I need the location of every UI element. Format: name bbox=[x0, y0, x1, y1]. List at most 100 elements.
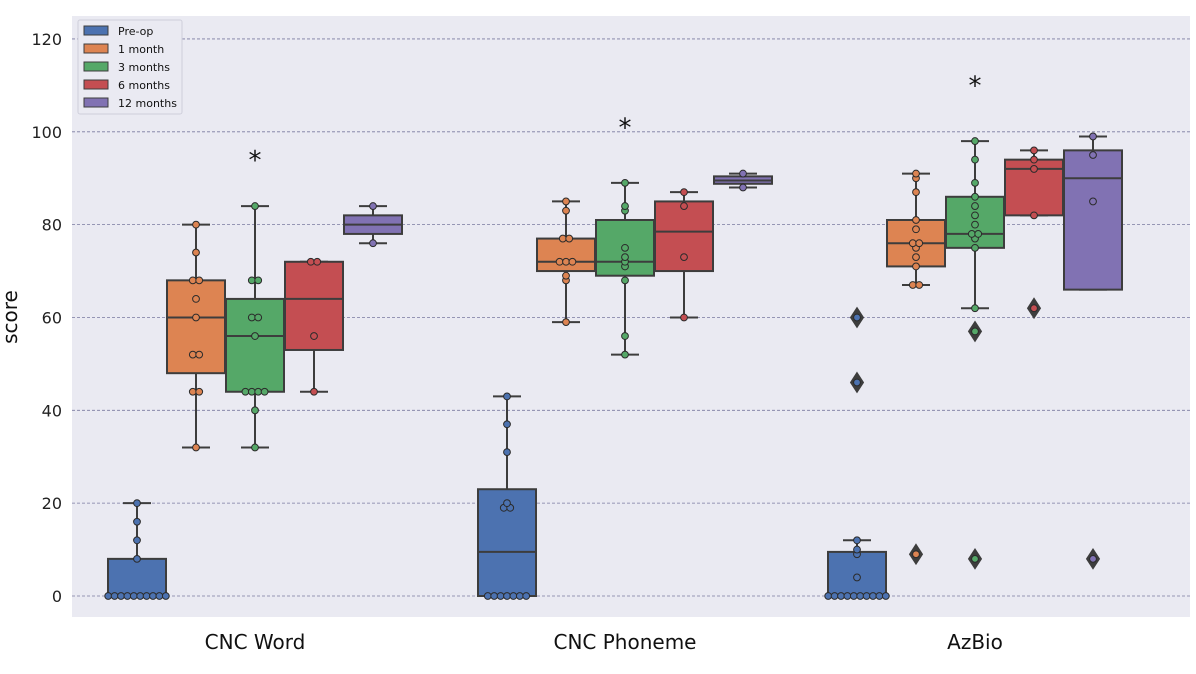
legend-label: 1 month bbox=[118, 43, 164, 56]
data-point bbox=[515, 592, 524, 600]
data-point bbox=[251, 332, 259, 340]
data-point bbox=[1030, 211, 1038, 220]
data-point bbox=[247, 276, 256, 285]
data-point bbox=[862, 592, 871, 600]
data-point bbox=[142, 592, 151, 600]
y-tick-label: 120 bbox=[31, 30, 62, 49]
x-category-label: CNC Phoneme bbox=[554, 630, 697, 654]
box-iqr bbox=[107, 557, 167, 598]
data-point bbox=[869, 592, 877, 600]
data-point bbox=[908, 281, 917, 289]
data-point bbox=[1089, 197, 1097, 206]
data-point bbox=[192, 220, 200, 229]
outlier-point bbox=[971, 327, 979, 336]
data-point bbox=[192, 443, 200, 452]
data-point bbox=[853, 536, 861, 545]
data-point bbox=[188, 276, 197, 285]
data-point bbox=[830, 592, 839, 600]
data-point bbox=[1089, 132, 1097, 141]
data-point bbox=[971, 220, 979, 229]
significance-asterisk: * bbox=[969, 72, 982, 102]
data-point bbox=[254, 387, 263, 396]
data-point bbox=[369, 239, 377, 248]
data-point bbox=[680, 253, 688, 262]
data-point bbox=[133, 517, 141, 526]
data-point bbox=[155, 592, 164, 600]
legend-item: 3 months bbox=[83, 61, 170, 74]
data-point bbox=[967, 230, 976, 238]
data-point bbox=[971, 243, 979, 252]
significance-asterisk: * bbox=[249, 146, 262, 176]
legend-label: 12 months bbox=[118, 97, 177, 110]
data-point bbox=[912, 262, 920, 271]
data-point bbox=[568, 257, 577, 266]
data-point bbox=[110, 592, 119, 600]
data-point bbox=[522, 592, 531, 600]
y-tick-label: 40 bbox=[42, 401, 62, 420]
legend-item: 1 month bbox=[83, 43, 164, 56]
data-point bbox=[195, 387, 204, 396]
data-point bbox=[912, 216, 920, 224]
data-point bbox=[875, 592, 884, 600]
y-tick-label: 20 bbox=[42, 494, 62, 513]
data-point bbox=[251, 202, 259, 210]
data-point bbox=[739, 169, 747, 178]
data-point bbox=[856, 592, 865, 600]
y-tick-label: 0 bbox=[52, 587, 62, 606]
outlier-point bbox=[1089, 554, 1097, 563]
data-point bbox=[621, 178, 629, 187]
data-point bbox=[503, 420, 511, 429]
data-point bbox=[129, 592, 138, 600]
data-point bbox=[555, 257, 564, 266]
data-point bbox=[149, 592, 157, 600]
data-point bbox=[310, 387, 318, 396]
data-point bbox=[260, 387, 269, 396]
legend-swatch bbox=[83, 97, 109, 108]
data-point bbox=[912, 169, 920, 178]
data-point bbox=[188, 387, 197, 396]
data-point bbox=[1030, 155, 1038, 164]
y-tick-label: 80 bbox=[42, 216, 62, 235]
legend-swatch bbox=[83, 79, 109, 90]
data-point bbox=[503, 448, 511, 456]
data-point bbox=[621, 202, 629, 210]
legend-item: Pre-op bbox=[83, 25, 153, 38]
y-axis-label: score bbox=[0, 290, 22, 344]
outlier-point bbox=[912, 550, 920, 559]
data-point bbox=[254, 313, 263, 322]
data-point bbox=[195, 350, 204, 359]
data-point bbox=[853, 573, 861, 582]
data-point bbox=[251, 443, 259, 452]
data-point bbox=[251, 406, 259, 415]
data-point bbox=[912, 253, 920, 262]
data-point bbox=[192, 313, 200, 322]
outlier-point bbox=[971, 554, 979, 563]
data-point bbox=[912, 225, 920, 234]
significance-markers: * * * bbox=[249, 72, 982, 176]
data-point bbox=[1089, 151, 1097, 159]
data-point bbox=[369, 202, 377, 210]
data-point bbox=[562, 206, 570, 215]
data-point bbox=[562, 318, 570, 327]
data-point bbox=[621, 243, 629, 252]
data-point bbox=[843, 592, 852, 600]
data-point bbox=[133, 499, 141, 508]
data-point bbox=[908, 239, 917, 248]
data-point bbox=[837, 592, 845, 600]
legend-label: 3 months bbox=[118, 61, 170, 74]
data-point bbox=[562, 271, 570, 280]
outlier-point bbox=[1030, 304, 1038, 313]
x-category-label: CNC Word bbox=[205, 630, 306, 654]
data-point bbox=[310, 332, 318, 340]
data-point bbox=[562, 197, 570, 206]
data-point bbox=[241, 387, 250, 396]
data-points bbox=[104, 132, 1101, 600]
x-axis-categories: CNC Word CNC Phoneme AzBio bbox=[205, 630, 1003, 654]
data-point bbox=[739, 183, 747, 192]
data-point bbox=[490, 592, 499, 600]
legend-swatch bbox=[83, 43, 109, 54]
y-axis-ticks: 0 20 40 60 80 100 120 bbox=[31, 30, 62, 606]
legend-label: Pre-op bbox=[118, 25, 153, 38]
data-point bbox=[971, 202, 979, 210]
data-point bbox=[974, 230, 983, 238]
